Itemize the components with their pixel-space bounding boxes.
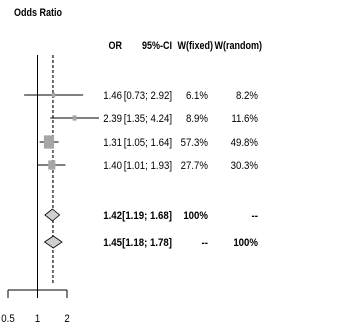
study-2-or: 2.39	[103, 112, 122, 125]
study-1-w-random: 8.2%	[236, 89, 259, 102]
study-3-or: 1.31	[103, 136, 122, 149]
study-2-square	[72, 115, 77, 121]
x-tick-label: 2	[64, 312, 69, 325]
plot-marks	[7, 55, 99, 298]
study-1-w-fixed: 6.1%	[186, 89, 209, 102]
summary-1-diamond	[44, 208, 61, 222]
study-4-square	[48, 160, 56, 170]
header-w-fixed: W(fixed)	[177, 40, 213, 52]
summary-2-ci: [1.18; 1.78]	[122, 236, 172, 249]
study-2-ci: [1.35; 4.24]	[124, 112, 172, 125]
study-4-or: 1.40	[103, 159, 122, 172]
summary-1-w-random: --	[252, 209, 259, 222]
study-4-w-random: 30.3%	[231, 159, 259, 172]
study-3-square	[43, 135, 55, 149]
study-1-ci: [0.73; 2.92]	[124, 89, 172, 102]
summary-1-w-fixed: 100%	[183, 209, 208, 222]
header-ci: 95%-CI	[142, 40, 172, 52]
study-1-square	[51, 92, 56, 98]
study-4-ci: [1.01; 1.93]	[124, 159, 172, 172]
summary-2-or: 1.45	[103, 236, 122, 249]
plot-title: Odds Ratio	[14, 7, 62, 19]
study-3-w-fixed: 57.3%	[181, 136, 209, 149]
header-w-random: W(random)	[214, 40, 262, 52]
study-4-w-fixed: 27.7%	[181, 159, 209, 172]
study-3-w-random: 49.8%	[231, 136, 259, 149]
study-2-w-fixed: 8.9%	[186, 112, 209, 125]
summary-2-w-random: 100%	[233, 236, 258, 249]
summary-2-w-fixed: --	[202, 236, 209, 249]
summary-1-ci: [1.19; 1.68]	[122, 209, 172, 222]
summary-2-diamond	[43, 235, 63, 249]
summary-1-or: 1.42	[103, 209, 122, 222]
x-tick-label: 1	[35, 312, 40, 325]
study-1-or: 1.46	[103, 89, 122, 102]
header-or: OR	[108, 40, 122, 52]
study-3-ci: [1.05; 1.64]	[124, 136, 172, 149]
study-2-w-random: 11.6%	[231, 112, 258, 125]
x-tick-label: 0.5	[1, 312, 15, 325]
